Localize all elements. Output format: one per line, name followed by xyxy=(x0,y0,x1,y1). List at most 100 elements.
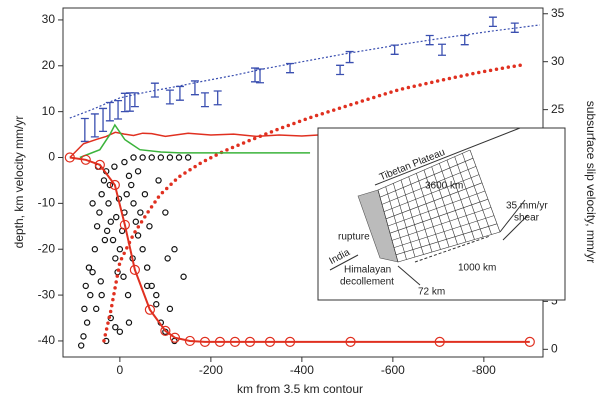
error-bar xyxy=(437,43,446,56)
seismicity-point xyxy=(132,218,139,225)
seismicity-point xyxy=(125,319,133,326)
y-tick-label: -30 xyxy=(38,287,56,301)
seismicity-point xyxy=(116,246,124,253)
seismicity-point xyxy=(134,168,142,175)
x-tick-label: -800 xyxy=(472,363,496,377)
mesh-line xyxy=(389,198,489,234)
mesh-line xyxy=(377,149,471,191)
error-bar xyxy=(460,34,469,46)
seismicity-point xyxy=(98,190,105,198)
inset-arrow xyxy=(502,214,529,241)
seismicity-point xyxy=(85,264,93,271)
seismicity-point xyxy=(123,190,130,198)
mesh-line xyxy=(397,231,501,263)
error-bar xyxy=(256,68,265,84)
seismicity-point xyxy=(130,200,137,207)
error-bar xyxy=(488,16,497,27)
mesh-line xyxy=(385,182,483,220)
seismicity-point xyxy=(81,305,88,313)
y-tick-label: 30 xyxy=(42,12,56,26)
series-line xyxy=(79,123,311,159)
seismicity-point xyxy=(141,190,149,198)
inset-mesh xyxy=(377,149,501,263)
decollement-point xyxy=(119,219,130,231)
seismicity-point xyxy=(153,291,160,299)
seismicity-point xyxy=(166,305,174,313)
seismicity-point xyxy=(82,282,89,290)
mesh-line xyxy=(383,174,480,212)
y-tick-label: -20 xyxy=(38,241,56,255)
y2-axis-label: subsurface slip velocity, mm/yr xyxy=(584,101,598,264)
decollement-point xyxy=(64,152,75,163)
decollement-point xyxy=(169,332,181,343)
seismicity-point xyxy=(80,333,87,340)
seismicity-point xyxy=(124,291,132,299)
y2-tick-label: 25 xyxy=(551,102,565,116)
seismicity-point xyxy=(139,246,146,253)
seismicity-point xyxy=(97,278,104,285)
seismicity-point xyxy=(113,213,120,221)
seismicity-point xyxy=(157,154,165,161)
inset-label: 3600 km xyxy=(425,181,463,192)
error-bar xyxy=(390,44,399,55)
seismicity-point xyxy=(105,200,112,207)
seismicity-point xyxy=(89,200,96,207)
series-line xyxy=(69,156,530,343)
y2-tick-label: 30 xyxy=(551,54,565,68)
decollement-point xyxy=(160,325,171,336)
inset-label: 1000 km xyxy=(458,263,496,274)
seismicity-point xyxy=(143,282,151,290)
seismicity-point xyxy=(112,323,119,331)
decollement-point xyxy=(244,336,256,347)
x-tick-label: 0 xyxy=(117,363,124,377)
error-bar xyxy=(190,80,199,96)
seismicity-point xyxy=(130,154,137,161)
inset-label: shear xyxy=(514,213,540,224)
y-tick-label: -10 xyxy=(38,196,56,210)
seismicity-point xyxy=(89,268,96,276)
y-tick-label: 20 xyxy=(42,58,56,72)
x-tick-label: -600 xyxy=(381,363,405,377)
y2-tick-label: 35 xyxy=(551,6,565,20)
error-bar xyxy=(200,92,209,108)
seismicity-point xyxy=(116,328,124,335)
error-bar xyxy=(175,85,184,101)
x-tick-label: -400 xyxy=(290,363,314,377)
seismicity-point xyxy=(83,319,91,326)
inset-arrow xyxy=(329,254,359,271)
seismicity-point xyxy=(103,227,111,235)
inset-label: Himalayan xyxy=(344,265,391,276)
y-tick-label: 10 xyxy=(42,104,56,118)
mesh-line xyxy=(381,166,477,205)
inset-line xyxy=(374,127,521,186)
error-bar xyxy=(213,90,222,106)
series-line xyxy=(69,131,325,159)
decollement-point xyxy=(284,336,296,347)
seismicity-point xyxy=(125,172,133,180)
decollement-point xyxy=(184,335,196,347)
decollement-point xyxy=(80,154,91,165)
inset-frame xyxy=(317,127,566,301)
seismicity-point xyxy=(109,236,117,244)
series-line xyxy=(69,24,540,119)
decollement-point xyxy=(144,304,156,315)
seismicity-point xyxy=(184,154,192,161)
seismicity-point xyxy=(98,291,105,299)
seismicity-point xyxy=(171,246,178,253)
seismicity-point xyxy=(101,236,109,244)
seismicity-point xyxy=(166,154,174,161)
seismicity-point xyxy=(93,305,100,313)
seismicity-point xyxy=(77,342,85,349)
decollement-point xyxy=(434,336,445,347)
seismicity-point xyxy=(153,301,160,308)
decollement-point xyxy=(229,336,241,347)
error-bar xyxy=(80,117,89,143)
error-bar xyxy=(510,22,519,33)
mesh-line xyxy=(379,157,474,198)
seismicity-point xyxy=(146,223,153,230)
inset-arrow xyxy=(499,199,526,233)
decollement-point xyxy=(345,336,356,347)
seismicity-point xyxy=(96,209,103,216)
seismicity-point xyxy=(162,209,169,216)
